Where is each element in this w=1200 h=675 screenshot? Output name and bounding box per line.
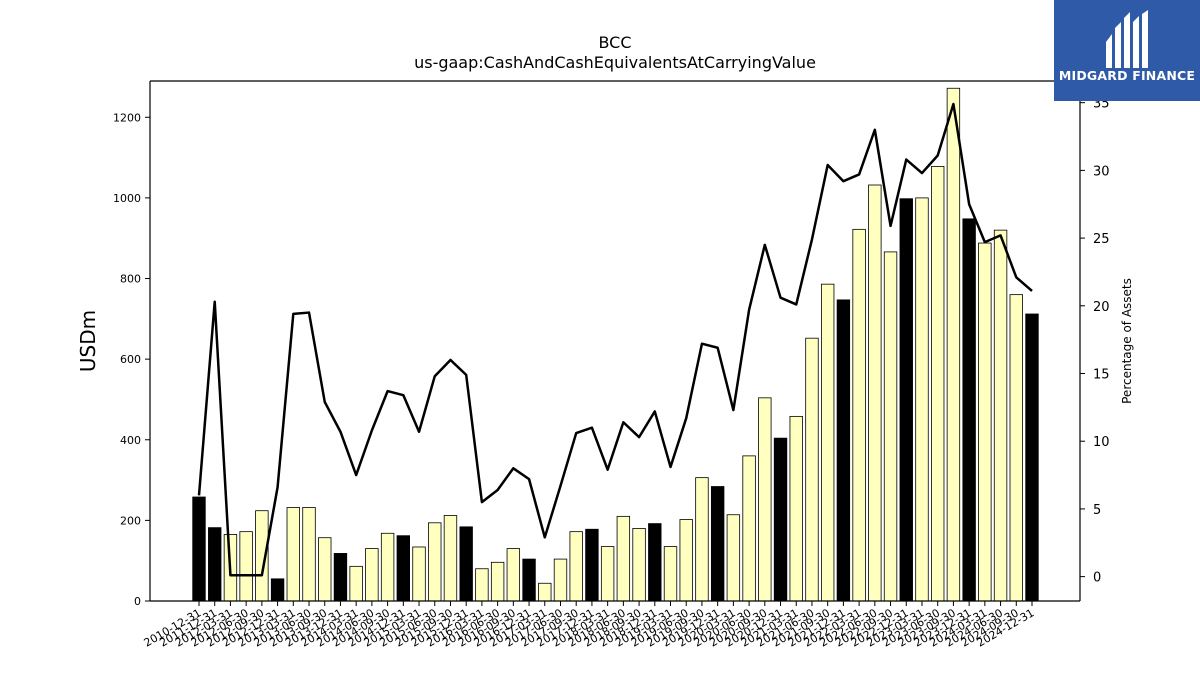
bar-2014-06-30 — [365, 548, 379, 602]
bar-2023-09-30 — [946, 87, 961, 602]
bar-2019-09-30 — [695, 477, 709, 602]
bar-2020-12-31 — [773, 437, 788, 602]
bar-2010-12-31 — [192, 496, 206, 602]
bar-2013-03-31 — [286, 507, 300, 602]
bar-2021-12-31 — [836, 299, 851, 602]
line-layer — [197, 102, 1033, 577]
bar-2022-09-30 — [883, 251, 898, 602]
y2-axis-label: Percentage of Assets — [1120, 278, 1134, 404]
bar-2012-06-30 — [239, 531, 253, 602]
y2-tick-label: 10 — [1093, 435, 1110, 450]
y2-tick-label: 25 — [1093, 232, 1110, 247]
y-tick-label: 0 — [134, 595, 141, 608]
bar-2020-06-30 — [742, 455, 756, 602]
y-axis-label: USDm — [76, 310, 100, 372]
bar-2015-09-30 — [443, 515, 458, 602]
chart-subtitle: us-gaap:CashAndCashEquivalentsAtCarrying… — [414, 53, 816, 72]
bar-2016-06-30 — [490, 561, 505, 602]
bar-2021-09-30 — [820, 283, 835, 602]
bar-2023-12-31 — [962, 218, 976, 602]
y-tick-label: 1000 — [113, 192, 141, 205]
bar-2022-06-30 — [868, 184, 882, 602]
y-tick-label: 800 — [120, 273, 141, 286]
y2-tick-label: 15 — [1093, 368, 1110, 383]
bar-2021-03-31 — [789, 415, 803, 602]
bar-2019-03-31 — [663, 546, 678, 602]
bar-2015-06-30 — [428, 522, 442, 602]
bar-2013-09-30 — [318, 537, 332, 602]
bar-2011-12-31 — [208, 527, 222, 602]
bar-2014-09-30 — [380, 532, 395, 602]
logo-mark-icon — [1106, 10, 1148, 68]
bar-2018-03-31 — [600, 546, 615, 602]
y-tick-label: 200 — [120, 514, 141, 527]
bar-2020-03-31 — [726, 514, 741, 602]
bar-2022-12-31 — [899, 198, 913, 602]
bar-2016-12-31 — [522, 558, 536, 602]
midgard-finance-logo: MIDGARD FINANCE — [1054, 0, 1200, 101]
bar-2024-06-30 — [993, 229, 1008, 602]
bar-2018-06-30 — [616, 515, 631, 602]
chart-title: BCC — [598, 33, 631, 52]
bar-2012-12-31 — [270, 578, 285, 602]
logo-text: MIDGARD FINANCE — [1058, 68, 1196, 83]
bar-2017-09-30 — [569, 531, 583, 602]
y2-tick-label: 5 — [1093, 503, 1101, 518]
bar-2019-12-31 — [710, 486, 725, 602]
bar-2017-06-30 — [553, 558, 568, 602]
bar-2015-12-31 — [459, 526, 473, 602]
bar-2024-12-31 — [1025, 313, 1039, 602]
bar-2019-06-30 — [679, 519, 693, 602]
y-tick-label: 400 — [120, 434, 141, 447]
pct-assets-line — [197, 102, 1033, 577]
bar-2023-03-31 — [915, 197, 929, 602]
bar-2022-03-31 — [852, 228, 866, 602]
y2-tick-label: 30 — [1093, 164, 1110, 179]
bar-2018-09-30 — [632, 528, 646, 602]
bar-2017-03-31 — [538, 582, 552, 602]
bar-2013-12-31 — [333, 553, 348, 602]
y2-tick-label: 0 — [1093, 571, 1101, 586]
y2-tick-label: 20 — [1093, 300, 1110, 315]
bar-2014-12-31 — [396, 535, 410, 602]
bar-2015-03-31 — [412, 546, 426, 602]
bar-2021-06-30 — [805, 337, 819, 602]
axes-layer: 020040060080010001200051015202530352010-… — [113, 80, 1110, 650]
bar-2023-06-30 — [931, 166, 945, 602]
y-tick-label: 1200 — [113, 111, 141, 124]
bar-2016-03-31 — [475, 568, 489, 602]
bar-2024-09-30 — [1009, 294, 1023, 602]
bar-2016-09-30 — [506, 548, 521, 602]
bar-2017-12-31 — [585, 528, 599, 602]
y-tick-label: 600 — [120, 353, 141, 366]
bar-2020-09-30 — [758, 397, 772, 602]
bar-2013-06-30 — [302, 507, 316, 602]
bar-2024-03-31 — [978, 242, 992, 602]
bar-2018-12-31 — [648, 523, 662, 602]
bar-2014-03-31 — [349, 565, 363, 602]
